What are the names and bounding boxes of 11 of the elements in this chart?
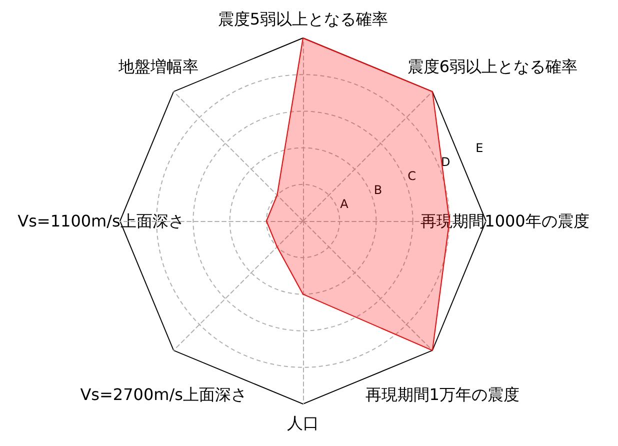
- y-tick-label: E: [476, 140, 484, 155]
- y-tick-label: D: [441, 154, 450, 169]
- y-tick-label: A: [340, 196, 350, 211]
- spoke-label: 人口: [287, 414, 319, 432]
- spoke-label: 再現期間1万年の震度: [365, 384, 520, 404]
- spoke-label: 地盤増幅率: [118, 57, 199, 76]
- spoke-label: 震度5弱以上となる確率: [218, 10, 388, 28]
- y-tick-label: B: [374, 182, 382, 197]
- spoke-label: 震度6弱以上となる確率: [407, 57, 578, 76]
- spoke-label: Vs=2700m/s上面深さ: [80, 384, 247, 404]
- y-tick-label: C: [408, 168, 416, 183]
